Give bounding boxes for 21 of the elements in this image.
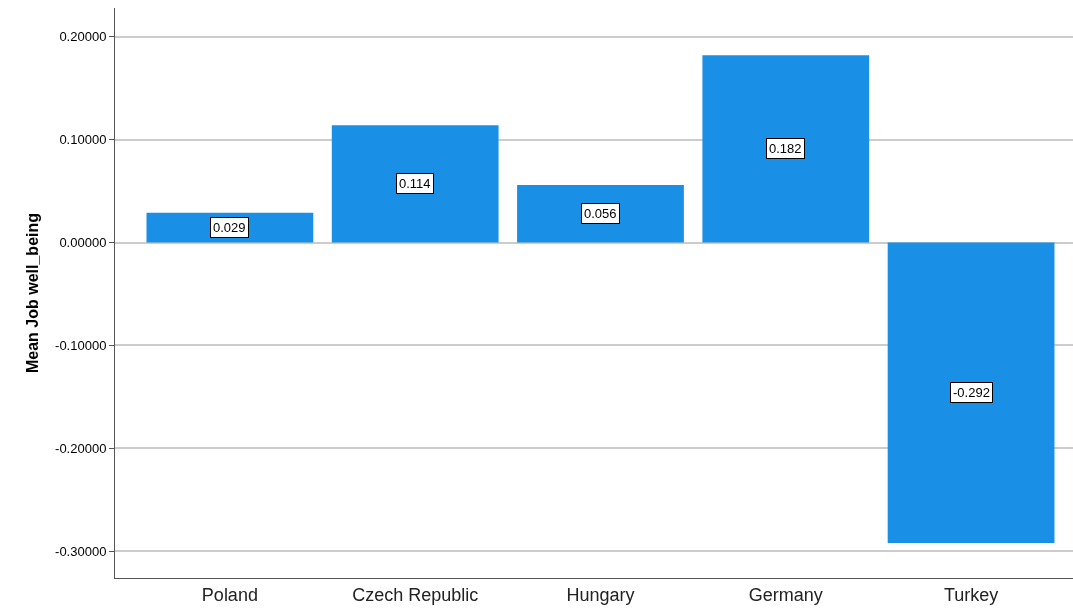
bar xyxy=(887,242,1055,544)
x-tick-label: Germany xyxy=(748,584,823,605)
data-label: 0.114 xyxy=(399,176,431,191)
data-label: 0.029 xyxy=(213,220,246,235)
y-tick-label: 0.20000 xyxy=(59,29,107,45)
data-label: 0.182 xyxy=(769,141,802,156)
y-tick-label: -0.20000 xyxy=(55,440,107,456)
x-tick-label: Poland xyxy=(201,584,258,605)
x-tick-label: Czech Republic xyxy=(352,584,479,605)
y-axis-title: Mean Job well_being xyxy=(23,212,41,374)
y-tick-label: 0.10000 xyxy=(59,132,107,148)
y-tick-label: 0.00000 xyxy=(59,235,107,251)
bar xyxy=(331,125,499,243)
bar xyxy=(702,55,870,243)
data-label: -0.292 xyxy=(953,385,990,400)
y-tick-label: -0.10000 xyxy=(55,338,107,354)
x-tick-label: Turkey xyxy=(943,584,999,605)
x-tick-label: Hungary xyxy=(566,584,635,605)
bar xyxy=(517,184,684,243)
data-label: 0.056 xyxy=(584,206,617,221)
y-tick-label: -0.30000 xyxy=(55,543,107,559)
